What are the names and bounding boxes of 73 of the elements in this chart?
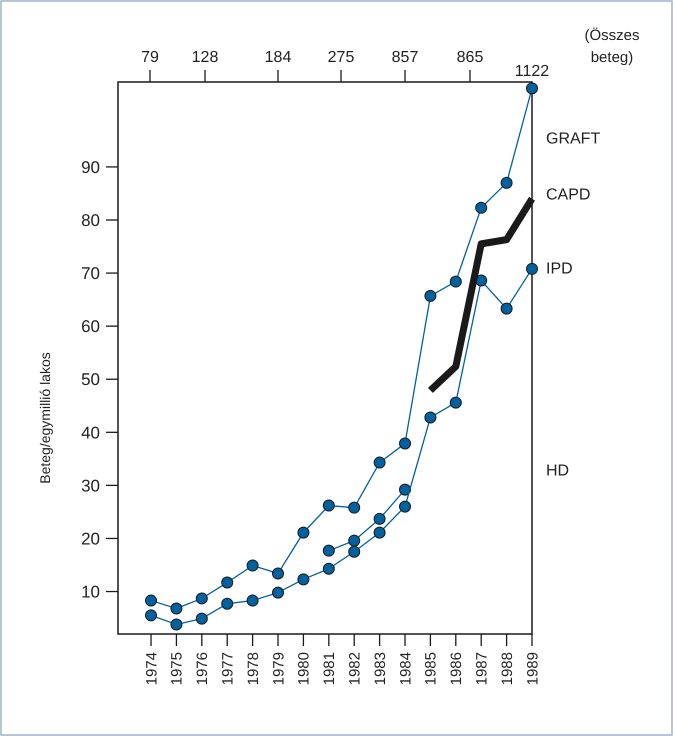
point [170, 618, 182, 630]
y-tick-label: 20 [81, 529, 100, 548]
point [450, 396, 462, 409]
y-axis-title: Beteg/egymillió lakos [37, 352, 53, 484]
x-tick-label: 1984 [397, 652, 414, 686]
point [526, 82, 538, 94]
point [399, 500, 412, 513]
point [348, 534, 360, 547]
x-tick-label: 1976 [194, 652, 212, 686]
x-tick-label: 1989 [524, 652, 542, 686]
point [221, 576, 234, 589]
point [196, 612, 208, 625]
text: 857 [392, 49, 418, 66]
point [322, 544, 335, 557]
x-tick-label: 1977 [219, 652, 236, 686]
text: 128 [192, 49, 218, 66]
point [450, 276, 462, 288]
point [221, 598, 234, 610]
x-tick-label: 1988 [498, 652, 516, 686]
text: GRAFT [546, 130, 600, 148]
point [272, 567, 284, 580]
x-tick-label: 1981 [321, 652, 338, 686]
point [500, 302, 513, 315]
point [348, 546, 360, 558]
y-tick-label: 40 [81, 423, 100, 442]
x-tick-label: 1975 [168, 652, 186, 686]
point [272, 586, 284, 599]
point [424, 411, 436, 424]
text: IPD [546, 260, 573, 278]
point [170, 602, 182, 615]
point [145, 609, 158, 622]
x-tick-label: 1978 [244, 652, 262, 686]
point [500, 176, 513, 189]
point [374, 456, 386, 469]
text: CAPD [546, 186, 590, 204]
x-tick-label: 1986 [448, 652, 466, 686]
point [374, 512, 386, 525]
point [246, 594, 259, 607]
point [322, 500, 335, 512]
point [475, 202, 488, 214]
x-tick-label: 1985 [422, 652, 440, 686]
y-tick-label: 60 [81, 317, 100, 336]
text: 79 [141, 49, 159, 66]
text: 865 [456, 49, 484, 66]
y-tick-label: 50 [81, 370, 100, 390]
x-tick-label: 1983 [372, 652, 389, 686]
x2-axis-title: (Összes beteg) [584, 27, 640, 66]
point [399, 484, 412, 496]
y-tick-label: 90 [81, 158, 100, 177]
y-tick-label: 30 [81, 476, 100, 496]
y-tick-label: 70 [81, 264, 100, 284]
point [246, 560, 259, 572]
x-tick-label: 1980 [296, 652, 313, 686]
x-tick-label: 1987 [473, 652, 490, 686]
point [374, 526, 386, 539]
point [297, 526, 310, 539]
point [526, 262, 538, 275]
text: 184 [264, 49, 292, 66]
text: 275 [328, 49, 354, 66]
x-tick-label: 1982 [346, 652, 364, 686]
x-tick-label: 1979 [270, 652, 288, 686]
y-tick-label: 80 [81, 210, 100, 230]
point [399, 437, 412, 450]
y-tick-label: 10 [81, 582, 100, 602]
x-tick-label: 1974 [143, 652, 160, 686]
point [297, 573, 310, 586]
point [145, 594, 158, 607]
point [322, 562, 335, 575]
point [424, 290, 436, 302]
point [196, 592, 208, 604]
text: 1122 [514, 63, 550, 80]
text: HD [546, 462, 570, 480]
point [348, 502, 360, 514]
